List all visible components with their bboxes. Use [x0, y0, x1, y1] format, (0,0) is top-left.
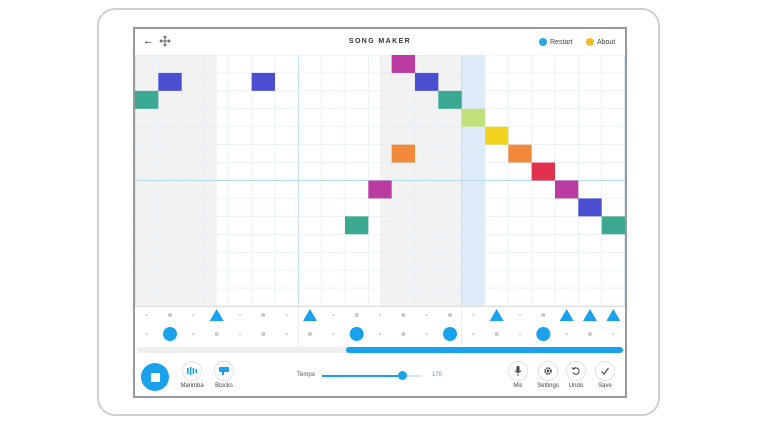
tempo-value: 170 [432, 372, 443, 378]
percussion-grid[interactable] [135, 306, 625, 353]
move-arrows-icon[interactable] [159, 35, 171, 47]
mic-label: Mic [513, 383, 523, 389]
stop-button[interactable] [141, 363, 169, 391]
percussion-triangle[interactable] [303, 309, 317, 321]
note-block[interactable] [135, 90, 159, 109]
progress-fill[interactable] [345, 347, 623, 353]
percussion-dot[interactable] [379, 333, 381, 335]
note-block[interactable] [578, 198, 602, 217]
percussion-dot[interactable] [565, 333, 568, 335]
percussion-dot[interactable] [261, 313, 266, 317]
percussion-dot[interactable] [519, 333, 521, 335]
percussion-dot[interactable] [401, 332, 406, 336]
percussion-triangle[interactable] [209, 309, 224, 321]
settings-label: Settings [537, 383, 559, 389]
percussion-dot[interactable] [588, 332, 592, 336]
top-bar: ← SONG MAKER Restart About [135, 29, 625, 55]
percussion-dot[interactable] [239, 333, 241, 335]
percussion-dot[interactable] [494, 332, 499, 336]
drum-label: Blocks [215, 383, 233, 389]
percussion-triangle[interactable] [583, 309, 597, 321]
note-block[interactable] [368, 180, 392, 199]
about-button[interactable]: About [586, 37, 615, 47]
note-block[interactable] [601, 216, 625, 235]
note-block[interactable] [438, 90, 462, 109]
percussion-dot[interactable] [612, 333, 615, 335]
percussion-circle[interactable] [536, 327, 551, 341]
percussion-dot[interactable] [379, 314, 381, 316]
note-block[interactable] [345, 216, 369, 235]
back-arrow-icon[interactable]: ← [143, 35, 154, 47]
percussion-dot[interactable] [192, 314, 195, 316]
drum-button[interactable]: Blocks [211, 361, 237, 389]
percussion-dot[interactable] [192, 333, 195, 335]
playback-progress-bar[interactable] [135, 345, 625, 355]
percussion-dot[interactable] [145, 333, 148, 335]
note-block[interactable] [251, 72, 275, 91]
undo-label: Undo [568, 383, 584, 389]
percussion-dot[interactable] [308, 332, 312, 336]
percussion-dot[interactable] [239, 314, 241, 316]
blocks-icon [214, 361, 234, 381]
tempo-label: Tempo [297, 372, 316, 378]
percussion-triangle[interactable] [489, 309, 504, 321]
percussion-dot[interactable] [214, 332, 219, 336]
percussion-dot[interactable] [472, 314, 475, 316]
percussion-dot[interactable] [332, 333, 335, 335]
mic-button[interactable]: Mic [507, 361, 529, 389]
percussion-triangle[interactable] [606, 309, 621, 321]
restart-button[interactable]: Restart [539, 37, 573, 47]
stop-square-icon [150, 372, 160, 382]
tempo-slider-fill [322, 375, 402, 377]
note-block[interactable] [555, 180, 579, 199]
restart-icon [539, 38, 547, 46]
note-block[interactable] [485, 126, 509, 145]
note-block[interactable] [531, 162, 555, 181]
percussion-dot[interactable] [168, 313, 172, 317]
marimba-icon [182, 361, 202, 381]
undo-button[interactable]: Undo [565, 361, 587, 389]
percussion-circle[interactable] [163, 327, 177, 341]
bottom-toolbar: Marimba Blocks Tempo 170 Mic Settings [135, 355, 625, 396]
percussion-dot[interactable] [261, 332, 266, 336]
percussion-dot[interactable] [354, 313, 359, 317]
tempo-slider-knob[interactable] [398, 371, 407, 380]
note-block[interactable] [391, 144, 415, 163]
percussion-dot[interactable] [425, 314, 428, 316]
tempo-slider[interactable] [322, 371, 422, 380]
percussion-dot[interactable] [541, 313, 546, 317]
app-title: SONG MAKER [348, 38, 412, 45]
percussion-dot[interactable] [285, 314, 288, 316]
melody-grid[interactable] [135, 55, 625, 306]
about-label: About [597, 38, 616, 46]
song-maker-screen: ← SONG MAKER Restart About Marimba [133, 27, 627, 398]
undo-icon [566, 361, 586, 381]
percussion-dot[interactable] [145, 314, 148, 316]
note-block[interactable] [415, 72, 439, 91]
percussion-circle[interactable] [349, 327, 364, 341]
percussion-triangle[interactable] [559, 309, 574, 321]
gear-icon [538, 361, 558, 381]
instrument-button[interactable]: Marimba [179, 361, 205, 389]
note-block[interactable] [461, 108, 485, 127]
percussion-dot[interactable] [332, 314, 335, 316]
note-block[interactable] [508, 144, 532, 163]
percussion-dot[interactable] [472, 333, 475, 335]
save-button[interactable]: Save [594, 361, 616, 389]
about-icon [586, 38, 594, 46]
percussion-dot[interactable] [448, 313, 452, 317]
percussion-circle[interactable] [443, 327, 457, 341]
instrument-label: Marimba [180, 383, 204, 389]
percussion-dot[interactable] [285, 333, 288, 335]
percussion-dot[interactable] [401, 313, 406, 317]
checkmark-icon [595, 361, 615, 381]
save-label: Save [598, 383, 612, 389]
percussion-dot[interactable] [425, 333, 428, 335]
percussion-dot[interactable] [519, 314, 521, 316]
settings-button[interactable]: Settings [534, 361, 562, 389]
note-block[interactable] [158, 72, 182, 91]
microphone-icon [508, 361, 528, 381]
restart-label: Restart [550, 38, 573, 46]
note-block[interactable] [391, 55, 415, 73]
